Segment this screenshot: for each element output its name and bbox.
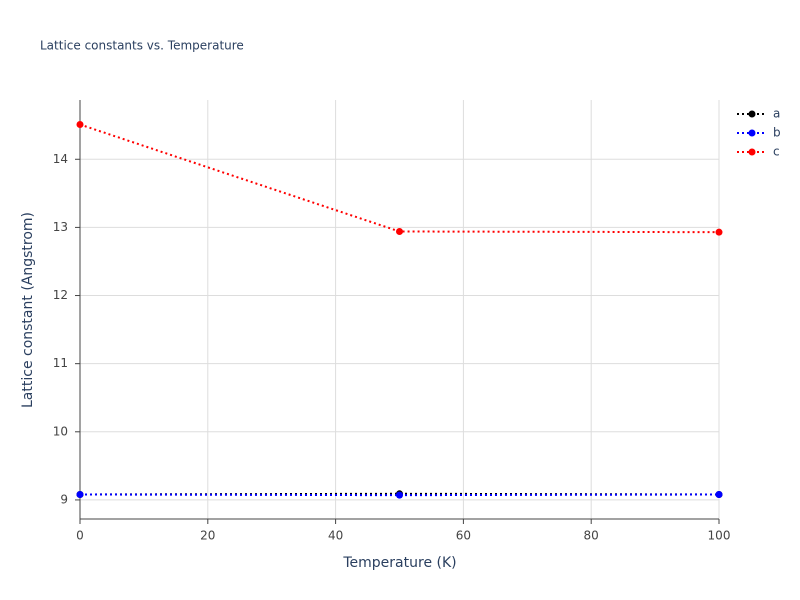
y-tick-label: 13 <box>53 220 68 234</box>
x-tick-label: 60 <box>456 529 471 543</box>
series-line <box>79 493 720 497</box>
y-tick-label: 12 <box>53 288 68 302</box>
point <box>396 491 403 499</box>
point <box>76 490 84 498</box>
y-tick-label: 14 <box>53 152 68 166</box>
chart-title: Lattice constants vs. Temperature <box>40 39 244 53</box>
y-axis-label: Lattice constant (Angstrom) <box>20 212 36 408</box>
legend-marker <box>748 148 756 156</box>
legend-label: c <box>773 145 780 159</box>
y-tick-label: 9 <box>60 492 68 506</box>
legend-label: b <box>773 126 781 140</box>
x-tick-label: 20 <box>200 529 215 543</box>
point <box>396 227 403 235</box>
x-tick-label: 40 <box>328 529 343 543</box>
point <box>715 228 723 236</box>
legend-label: a <box>773 107 780 121</box>
point <box>715 490 723 498</box>
y-tick-label: 11 <box>53 356 68 370</box>
x-tick-label: 100 <box>708 529 731 543</box>
legend-marker <box>748 129 756 137</box>
legend-marker <box>748 110 756 118</box>
y-tick-label: 10 <box>53 424 68 438</box>
x-tick-label: 0 <box>76 529 84 543</box>
x-tick-label: 80 <box>584 529 599 543</box>
x-axis-label: Temperature (K) <box>342 555 456 571</box>
point <box>76 121 84 129</box>
series-line <box>79 123 720 234</box>
